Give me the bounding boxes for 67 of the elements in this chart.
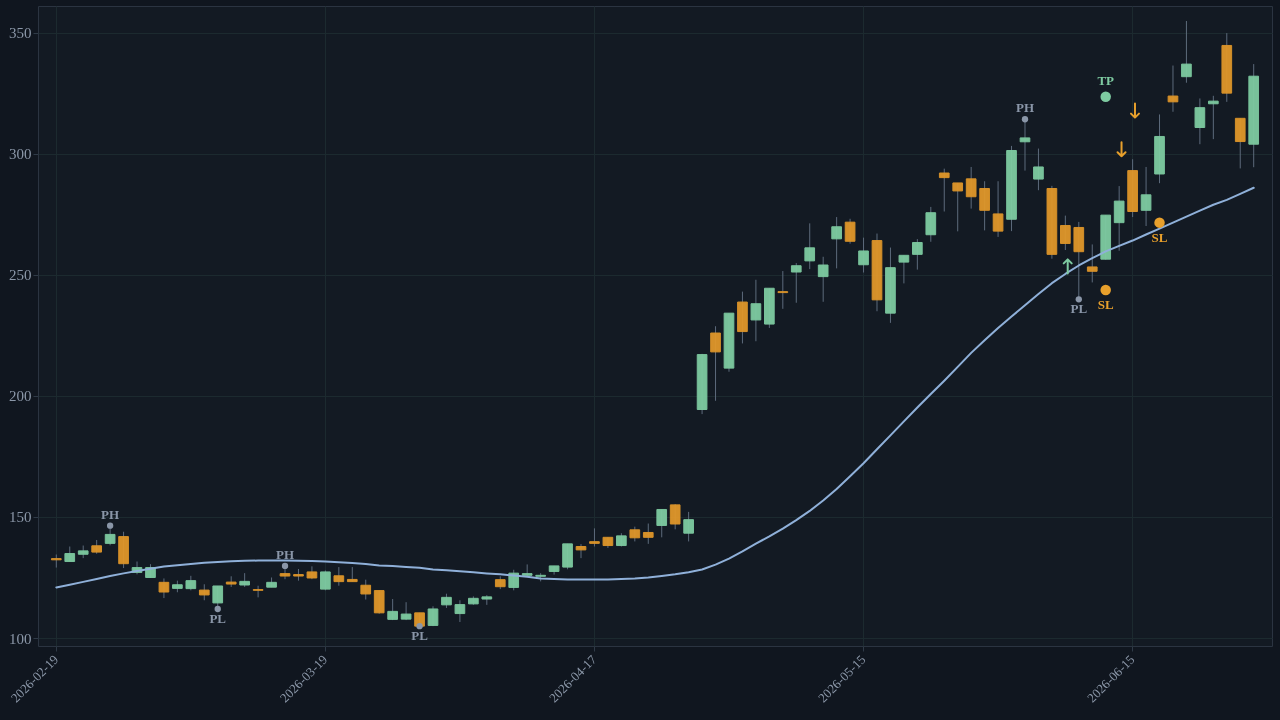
candlestick xyxy=(1194,97,1206,145)
candlestick xyxy=(1140,166,1152,227)
data-label: PL xyxy=(1070,301,1088,317)
candlestick xyxy=(562,543,573,570)
candlestick xyxy=(1113,185,1125,252)
point xyxy=(1100,284,1111,296)
candlestick xyxy=(1019,118,1031,172)
candlestick xyxy=(979,180,990,231)
point xyxy=(106,522,114,529)
candlestick xyxy=(844,218,856,245)
candlestick xyxy=(360,579,372,601)
candlestick xyxy=(454,599,466,623)
y-tick-label: 150 xyxy=(9,509,32,526)
point xyxy=(214,605,221,613)
candlestick xyxy=(333,566,345,587)
candlestick xyxy=(589,527,600,548)
candlestick xyxy=(750,279,762,342)
candlestick xyxy=(952,182,964,232)
point xyxy=(1100,91,1111,103)
candlestick xyxy=(777,270,789,310)
candlestick xyxy=(992,180,1004,238)
line-series xyxy=(55,186,1255,589)
candlestick xyxy=(683,511,694,542)
data-label: PL xyxy=(411,628,429,644)
point xyxy=(281,562,289,570)
candlestick xyxy=(790,262,802,304)
candlestick xyxy=(817,256,829,303)
candlestick xyxy=(669,503,681,530)
candlestick xyxy=(1086,243,1098,283)
y-tick-label: 100 xyxy=(9,630,32,647)
candlestick xyxy=(400,601,412,621)
candlestick xyxy=(1033,148,1044,191)
y-tick-label: 250 xyxy=(9,267,32,284)
candlestick xyxy=(710,325,721,402)
y-tick-label: 200 xyxy=(9,388,32,405)
candlestick xyxy=(965,166,977,210)
data-label: PH xyxy=(1015,100,1035,116)
data-label: PH xyxy=(275,546,295,562)
candlestick xyxy=(1167,65,1179,113)
point xyxy=(1075,296,1082,303)
candlestick xyxy=(831,216,842,269)
candlestick xyxy=(642,523,654,545)
candlestick xyxy=(1234,117,1246,169)
point xyxy=(1021,116,1029,123)
candlestick xyxy=(1060,215,1071,251)
point xyxy=(416,623,423,630)
y-tick-label: 350 xyxy=(9,25,32,42)
data-label: PL xyxy=(209,610,227,626)
data-label: PH xyxy=(101,506,120,522)
candlestick xyxy=(1208,95,1219,140)
candlestick xyxy=(373,590,385,615)
candlestick xyxy=(925,206,937,243)
point xyxy=(1154,217,1165,228)
candlestick xyxy=(938,168,950,213)
candlestick xyxy=(158,577,170,599)
candlestick xyxy=(912,238,923,271)
candlestick xyxy=(1181,20,1192,84)
y-tick-label: 300 xyxy=(9,146,32,163)
data-label: SL xyxy=(1097,296,1114,312)
candlestick xyxy=(656,508,668,538)
data-label: TP xyxy=(1097,72,1115,88)
candlestick xyxy=(898,254,910,284)
candlestick xyxy=(575,543,587,559)
data-label: SL xyxy=(1151,229,1168,245)
candlestick xyxy=(804,222,816,270)
candlestick xyxy=(252,585,264,598)
candlestick xyxy=(858,237,869,274)
